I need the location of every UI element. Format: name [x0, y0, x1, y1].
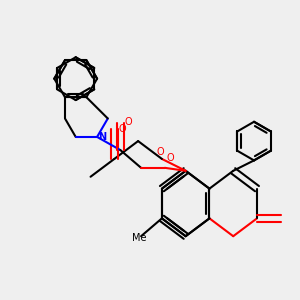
Text: O: O	[166, 153, 174, 164]
Text: N: N	[99, 132, 107, 142]
Text: O: O	[119, 124, 126, 134]
Text: O: O	[125, 117, 132, 127]
Text: O: O	[157, 146, 164, 157]
Text: Me: Me	[132, 233, 147, 243]
